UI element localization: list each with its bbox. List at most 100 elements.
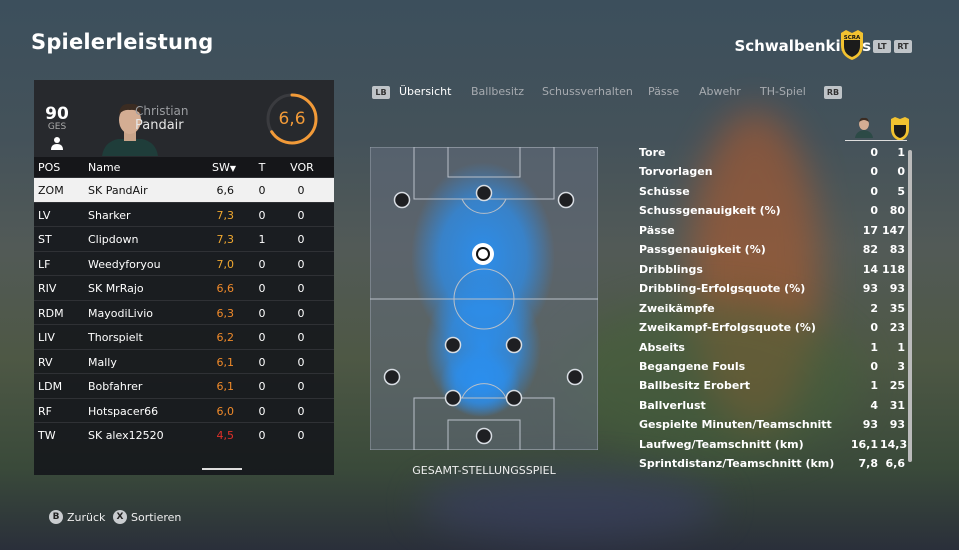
stat-label: Torvorlagen [639,165,713,179]
cell-vor: 0 [297,404,305,418]
cell-vor: 0 [297,306,305,320]
rb-button[interactable]: RB [824,86,842,99]
cell-t: 0 [258,306,266,320]
col-vor[interactable]: VOR [290,161,314,174]
table-row[interactable]: LV Sharker 7,3 0 0 [34,201,334,227]
cell-pos: RF [38,404,52,418]
table-header: POS Name SW▼ T VOR [34,157,334,177]
stat-team-value: 25 [889,379,905,393]
tab-th-spiel[interactable]: TH-Spiel [760,85,806,98]
table-row[interactable]: RV Mally 6,1 0 0 [34,348,334,374]
cell-pos: RDM [38,306,64,320]
stat-team-value: 93 [889,282,905,296]
stat-team-value: 6,6 [885,457,906,471]
cell-pos: ST [38,233,52,246]
stat-player-value: 1 [870,379,878,393]
table-row[interactable]: LF Weedyforyou 7,0 0 0 [34,250,334,276]
table-row[interactable]: ST Clipdown 7,3 1 0 [34,226,334,251]
stat-row: Gespielte Minuten/Teamschnitt 93 93 [639,418,905,437]
table-row[interactable]: LDM Bobfahrer 6,1 0 0 [34,373,334,398]
stats-scrollbar-thumb[interactable] [908,150,912,462]
stat-player-value: 0 [870,359,878,373]
tab-uebersicht[interactable]: Übersicht [399,85,452,98]
table-row[interactable]: RF Hotspacer66 6,0 0 0 [34,397,334,423]
cell-pos: TW [38,429,56,442]
col-pos[interactable]: POS [38,161,61,174]
rt-button[interactable]: RT [894,40,912,53]
col-name[interactable]: Name [88,161,121,174]
teammate-marker [505,336,523,354]
heatmap-caption: GESAMT-STELLUNGSSPIEL [412,464,556,477]
stat-row: Begangene Fouls 0 3 [639,360,905,379]
cell-name: SK PandAir [88,184,148,197]
cell-sw: 4,5 [216,429,235,442]
sort-button[interactable]: Sortieren [131,511,182,524]
stat-row: Abseits 1 1 [639,341,905,360]
stat-label: Dribblings [639,262,703,276]
stat-row: Passgenauigkeit (%) 82 83 [639,243,905,262]
stat-row: Pässe 17 147 [639,224,905,243]
overall-rating: 90 [45,104,69,124]
x-button-icon[interactable]: X [113,510,127,524]
club-name: Schwalbenkings [734,37,871,55]
stat-label: Schüsse [639,184,690,198]
stat-team-value: 3 [897,359,905,373]
teammate-marker [557,191,575,209]
stat-row: Laufweg/Teamschnitt (km) 16,1 14,3 [639,438,907,457]
lt-button[interactable]: LT [873,40,891,53]
stat-label: Zweikämpfe [639,301,715,315]
stat-player-value: 0 [870,146,878,159]
table-row[interactable]: ZOM SK PandAir 6,6 0 0 [34,177,334,202]
cell-vor: 0 [297,380,305,393]
tab-schussverhalten[interactable]: Schussverhalten [542,85,633,98]
stat-player-value: 0 [870,204,878,218]
stat-team-value: 93 [889,418,905,432]
cell-pos: LIV [38,331,55,344]
rating-ring [266,93,318,145]
stat-team-value: 5 [897,184,905,198]
table-row[interactable]: RIV SK MrRajo 6,6 0 0 [34,275,334,300]
lb-button[interactable]: LB [372,86,390,99]
cell-t: 1 [258,233,266,246]
tab-ballbesitz[interactable]: Ballbesitz [471,85,525,98]
cell-t: 0 [258,404,266,418]
back-button[interactable]: Zurück [67,511,106,524]
table-row[interactable]: TW SK alex12520 4,5 0 0 [34,422,334,447]
table-row[interactable]: LIV Thorspielt 6,2 0 0 [34,324,334,349]
col-sw[interactable]: SW▼ [212,161,236,174]
teammate-marker [566,368,584,386]
player-first-name: Christian [135,104,189,118]
b-button-icon[interactable]: B [49,510,63,524]
tab-abwehr[interactable]: Abwehr [699,85,741,98]
teammate-marker [444,336,462,354]
stat-label: Abseits [639,340,685,354]
teammate-marker [444,389,462,407]
cell-t: 0 [258,331,266,344]
stat-team-value: 1 [897,340,905,354]
cell-sw: 7,3 [216,208,235,222]
page-title: Spielerleistung [31,30,214,54]
cell-vor: 0 [297,429,305,442]
cell-vor: 0 [297,355,305,369]
sort-desc-icon: ▼ [229,164,237,173]
tab-paesse[interactable]: Pässe [648,85,680,98]
cell-t: 0 [258,184,266,197]
cell-vor: 0 [297,257,305,271]
cell-t: 0 [258,208,266,222]
stat-label: Pässe [639,223,675,237]
stat-row: Sprintdistanz/Teamschnitt (km) 7,8 6,6 [639,457,905,476]
background-board [420,470,720,540]
table-row[interactable]: RDM MayodiLivio 6,3 0 0 [34,299,334,325]
cell-name: SK alex12520 [88,429,164,442]
stat-row: Ballbesitz Erobert 1 25 [639,379,905,398]
stats-header-underline [845,140,907,141]
stat-player-value: 93 [862,282,878,296]
background-crowd [560,300,860,460]
cell-sw: 6,6 [216,184,235,197]
stat-row: Zweikämpfe 2 35 [639,302,905,321]
cell-t: 0 [258,282,266,295]
match-rating: 6,6 [278,109,306,129]
col-t[interactable]: T [258,161,266,174]
stat-team-value: 118 [882,262,905,276]
cell-name: Clipdown [88,233,139,246]
